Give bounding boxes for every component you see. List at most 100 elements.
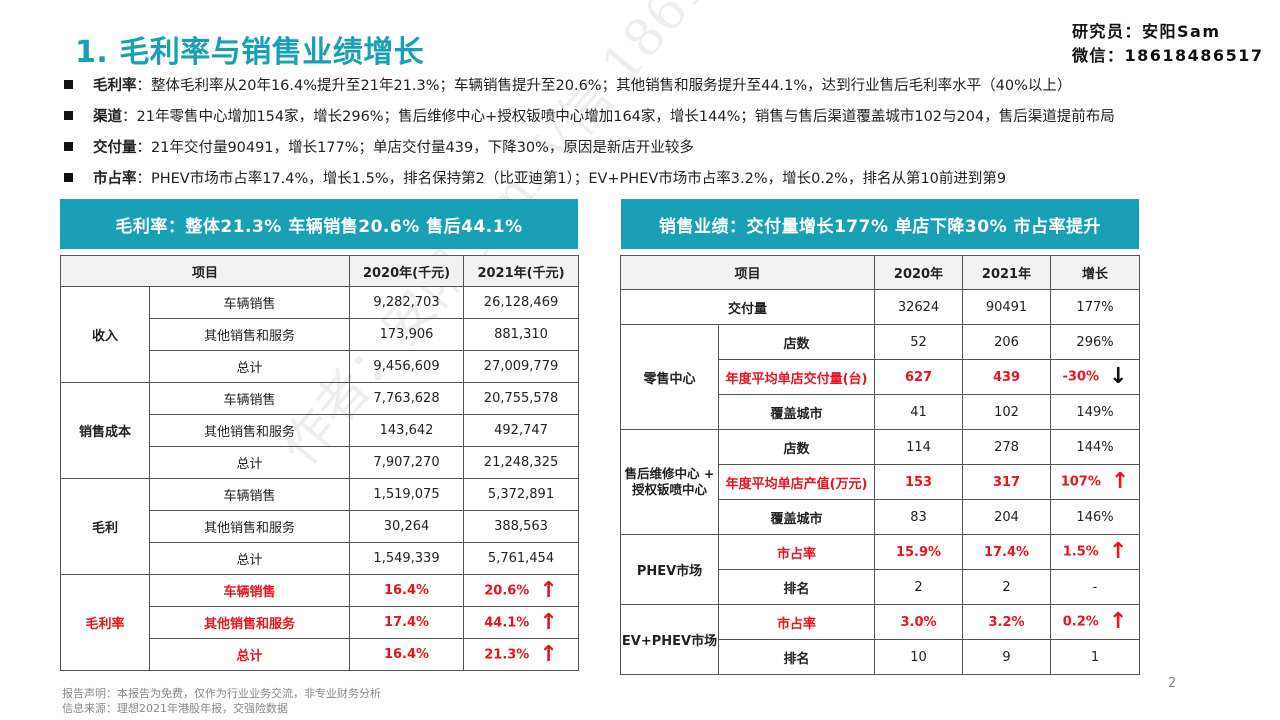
cell-2021: 20,755,578	[463, 382, 580, 415]
table-row: 收入 车辆销售 9,282,703 26,128,469	[60, 286, 580, 383]
cell-2021: 9	[962, 639, 1052, 675]
page-title: 1. 毛利率与销售业绩增长	[75, 35, 425, 70]
group-ev-phev: EV+PHEV市场	[620, 604, 719, 675]
row-label: 年度平均单店产值(万元)	[717, 464, 876, 500]
cell-growth: 1	[1050, 639, 1141, 675]
cell-2020: 143,642	[349, 414, 465, 447]
sales-performance-table: 项目 2020年 2021年 增长 交付量 32624 90491 177% 零…	[619, 255, 1141, 675]
row-label: 店数	[717, 429, 876, 465]
bullet-label: 交付量	[93, 140, 137, 156]
header-2020: 2020年	[874, 255, 964, 290]
table-row: 其他销售和服务 143,642 492,747	[61, 414, 580, 447]
row-label: 其他销售和服务	[148, 318, 351, 351]
bullet-text: ：PHEV市场市占率17.4%，增长1.5%，排名保持第2（比亚迪第1）；EV+…	[136, 171, 1007, 187]
row-label: 市占率	[717, 534, 876, 570]
table-row: EV+PHEV市场 市占率 3.0% 3.2% 0.2% ↑	[620, 604, 1141, 675]
bullet-square-icon	[64, 172, 73, 182]
bullet-text: ：整体毛利率从20年16.4%提升至21年21.3%；车辆销售提升至20.6%；…	[136, 78, 1072, 94]
cell-2021: 21,248,325	[463, 446, 580, 479]
cell-value: 0.2%	[1062, 614, 1099, 630]
cell-2020: 627	[874, 359, 964, 395]
cell-2020: 7,907,270	[349, 446, 465, 479]
table-row: 总计 1,549,339 5,761,454	[61, 542, 580, 575]
arrow-up-icon: ↑	[1108, 539, 1128, 564]
arrow-down-icon: ↓	[1109, 364, 1128, 389]
cell-2020: 153	[874, 464, 964, 500]
cell-2020: 7,763,628	[349, 382, 465, 415]
bullet-text: ：21年交付量90491，增长177%；单店交付量439，下降30%，原因是新店…	[136, 140, 694, 156]
row-label: 覆盖城市	[717, 499, 876, 535]
cell-value: 107%	[1060, 474, 1101, 490]
cell-2021: 317	[962, 464, 1052, 500]
left-banner: 毛利率：整体21.3% 车辆销售20.6% 售后44.1%	[60, 199, 578, 249]
row-label: 总计	[148, 446, 351, 479]
cell-growth: 296%	[1050, 324, 1141, 360]
bullet-gross-margin: 毛利率：整体毛利率从20年16.4%提升至21年21.3%；车辆销售提升至20.…	[64, 76, 1264, 107]
header-item: 项目	[619, 255, 876, 290]
table-row: 总计 9,456,609 27,009,779	[61, 350, 580, 383]
cell-growth: 146%	[1050, 499, 1141, 535]
cell-2021: 102	[962, 394, 1052, 430]
cell-value: 20.6%	[484, 583, 530, 598]
header-item: 项目	[59, 255, 351, 287]
cell-2021: 20.6% ↑	[463, 574, 580, 607]
cell-2020: 15.9%	[874, 534, 964, 570]
table-row: 总计 7,907,270 21,248,325	[61, 446, 580, 479]
row-label: 其他销售和服务	[148, 606, 351, 639]
table-row: 排名 2 2 -	[621, 569, 1141, 605]
table-row: 售后维修中心 + 授权钣喷中心 店数 114 278 144%	[620, 429, 1141, 535]
cell-2020: 16.4%	[349, 638, 465, 671]
bullet-label: 渠道	[93, 109, 122, 125]
table-row: 排名 10 9 1	[621, 639, 1141, 675]
cell-2020: 9,282,703	[349, 286, 465, 319]
group-retail: 零售中心	[620, 324, 719, 430]
row-label: 排名	[717, 569, 876, 605]
gross-margin-table: 项目 2020年(千元) 2021年(千元) 收入 车辆销售 9,282,703…	[59, 255, 580, 671]
cell-growth: 177%	[1050, 289, 1141, 325]
table-row: 毛利 车辆销售 1,519,075 5,372,891	[60, 478, 580, 575]
table-row: 毛利率 车辆销售 16.4% 20.6% ↑	[60, 574, 580, 671]
cell-2020: 3.0%	[874, 604, 964, 640]
cell-2021: 881,310	[463, 318, 580, 351]
header-2020: 2020年(千元)	[349, 255, 465, 287]
cell-2020: 1,519,075	[349, 478, 465, 511]
bullet-market-share: 市占率：PHEV市场市占率17.4%，增长1.5%，排名保持第2（比亚迪第1）；…	[64, 169, 1264, 200]
group-revenue: 收入	[60, 286, 150, 383]
table-row: 其他销售和服务 17.4% 44.1% ↑	[61, 606, 580, 639]
group-margin: 毛利率	[60, 574, 150, 671]
cell-2021: 26,128,469	[463, 286, 580, 319]
cell-growth: -30% ↓	[1050, 359, 1141, 395]
row-label: 店数	[717, 324, 876, 360]
cell-2020: 1,549,339	[349, 542, 465, 575]
group-cost: 销售成本	[60, 382, 150, 479]
cell-value: 44.1%	[484, 615, 530, 630]
bullet-text: ：21年零售中心增加154家，增长296%；售后维修中心+授权钣喷中心增加164…	[122, 109, 1115, 125]
bullet-label: 市占率	[93, 171, 137, 187]
table-row: 总计 16.4% 21.3% ↑	[61, 638, 580, 671]
cell-2021: 204	[962, 499, 1052, 535]
row-label: 年度平均单店交付量(台)	[717, 359, 876, 395]
row-label: 覆盖城市	[717, 394, 876, 430]
bullet-label: 毛利率	[93, 78, 137, 94]
row-label: 交付量	[619, 289, 876, 325]
cell-2020: 9,456,609	[349, 350, 465, 383]
row-label: 车辆销售	[148, 286, 351, 319]
cell-growth: 144%	[1050, 429, 1141, 465]
cell-2020: 17.4%	[349, 606, 465, 639]
researcher-info: 研究员：安阳Sam 微信：18618486517	[1072, 20, 1263, 68]
researcher-wechat: 微信：18618486517	[1072, 46, 1264, 65]
cell-2020: 173,906	[349, 318, 465, 351]
arrow-up-icon: ↑	[539, 609, 558, 635]
cell-growth: 149%	[1050, 394, 1141, 430]
row-label: 车辆销售	[148, 382, 351, 415]
row-label: 总计	[148, 542, 351, 575]
table-row: 其他销售和服务 173,906 881,310	[61, 318, 580, 351]
footer: 报告声明：本报告为免费，仅作为行业业务交流，非专业财务分析 信息来源：理想202…	[62, 686, 381, 716]
researcher-name: 研究员：安阳Sam	[1072, 22, 1221, 41]
cell-2021: 3.2%	[962, 604, 1052, 640]
page-number: 2	[1168, 676, 1177, 691]
cell-2021: 439	[962, 359, 1052, 395]
header-growth: 增长	[1050, 255, 1141, 290]
cell-2021: 90491	[962, 289, 1052, 325]
row-label: 排名	[717, 639, 876, 675]
